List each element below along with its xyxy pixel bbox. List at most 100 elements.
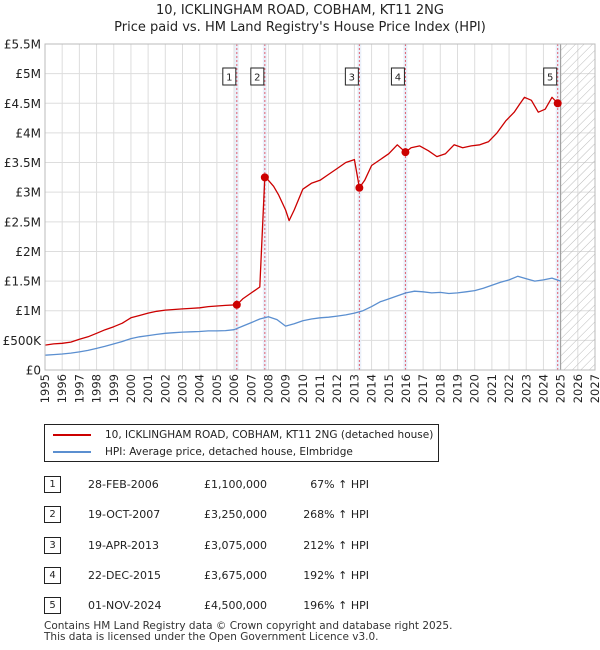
legend-swatch-property	[53, 434, 91, 436]
x-tick-label: 2022	[502, 374, 516, 403]
y-tick-label: £2.5M	[4, 215, 41, 229]
table-row: 4 22-DEC-2015 £3,675,000 192% ↑ HPI	[44, 567, 404, 587]
x-tick-label: 1998	[90, 374, 104, 403]
x-tick-label: 1999	[107, 374, 121, 403]
x-tick-label: 2016	[399, 374, 413, 403]
x-tick-label: 2003	[176, 374, 190, 403]
footer-line-copyright: Contains HM Land Registry data © Crown c…	[44, 620, 453, 632]
x-tick-label: 2004	[193, 374, 207, 403]
x-tick-label: 2000	[124, 374, 138, 403]
y-tick-label: £500K	[3, 334, 43, 348]
x-tick-label: 2009	[279, 374, 293, 403]
price-chart: 1 2 3 4 5 £0 £500K £1M £1.5M £2M £2.5M £3M £3.5M £4M…	[3, 38, 600, 404]
sale-label-box-4	[390, 67, 405, 86]
x-tick-label: 2006	[227, 374, 241, 403]
sale-point-4	[401, 148, 410, 157]
sale-date: 28-FEB-2006	[88, 478, 159, 491]
sale-hpi-change: 67% ↑ HPI	[310, 478, 369, 491]
sale-label-2: 2	[254, 73, 260, 84]
x-tick-label: 2015	[382, 374, 396, 403]
sale-point-2	[260, 173, 269, 182]
y-tick-label: £5.5M	[4, 38, 41, 52]
x-tick-label: 2014	[365, 374, 379, 403]
legend-swatch-hpi	[53, 451, 91, 453]
x-tick-label: 1997	[72, 374, 86, 403]
sale-number-badge: 4	[44, 567, 61, 584]
sale-date: 22-DEC-2015	[88, 569, 162, 582]
sale-band-2	[262, 44, 267, 370]
x-tick-label: 2007	[244, 374, 258, 403]
sale-point-1	[232, 300, 241, 309]
sale-label-1: 1	[226, 73, 232, 84]
x-tick-label: 2024	[536, 374, 550, 403]
sale-number-badge: 2	[44, 506, 61, 523]
sale-band-1	[234, 44, 239, 370]
footer-attribution: Contains HM Land Registry data © Crown c…	[44, 621, 452, 643]
forecast-hatch-region	[560, 44, 595, 370]
x-tick-label: 2002	[158, 374, 172, 403]
table-row: 2 19-OCT-2007 £3,250,000 268% ↑ HPI	[44, 506, 404, 526]
sale-hpi-change: 192% ↑ HPI	[303, 569, 369, 582]
x-tick-label: 2018	[433, 374, 447, 403]
x-tick-label: 2019	[451, 374, 465, 403]
table-row: 3 19-APR-2013 £3,075,000 212% ↑ HPI	[44, 537, 404, 557]
y-tick-label: £2M	[15, 245, 41, 259]
sale-label-4: 4	[395, 73, 401, 84]
sale-point-5	[553, 99, 562, 108]
y-tick-label: £1.5M	[4, 275, 41, 289]
chart-subtitle: Price paid vs. HM Land Registry's House …	[114, 20, 486, 35]
sale-number-badge: 5	[44, 597, 61, 614]
y-tick-label: £1M	[15, 304, 41, 318]
x-tick-label: 1996	[55, 374, 69, 403]
x-tick-label: 2008	[261, 374, 275, 403]
x-tick-label: 2011	[313, 374, 327, 403]
chart-title-block: 10, ICKLINGHAM ROAD, COBHAM, KT11 2NG Pr…	[0, 2, 600, 36]
sale-band-3	[357, 44, 362, 370]
sale-label-3: 3	[349, 73, 355, 84]
sale-label-box-3	[344, 67, 359, 86]
y-tick-label: £4M	[15, 126, 41, 140]
chart-title: 10, ICKLINGHAM ROAD, COBHAM, KT11 2NG	[156, 3, 444, 18]
legend-item-hpi: HPI: Average price, detached house, Elmb…	[53, 446, 353, 458]
x-tick-label: 2010	[296, 374, 310, 403]
sale-number-badge: 1	[44, 476, 61, 493]
sale-band-5	[555, 44, 560, 370]
x-tick-label: 2012	[330, 374, 344, 403]
sale-label-5: 5	[547, 73, 553, 84]
x-tick-label: 2025	[554, 374, 568, 403]
sale-point-3	[355, 183, 364, 192]
x-tick-label: 1995	[38, 374, 52, 403]
footer-line-licence: This data is licensed under the Open Gov…	[44, 631, 379, 643]
table-row: 1 28-FEB-2006 £1,100,000 67% ↑ HPI	[44, 476, 404, 496]
sale-number-badge: 3	[44, 537, 61, 554]
sale-price: £4,500,000	[204, 599, 267, 612]
legend-item-property: 10, ICKLINGHAM ROAD, COBHAM, KT11 2NG (d…	[53, 429, 433, 441]
x-tick-label: 2005	[210, 374, 224, 403]
y-tick-label: £0	[26, 364, 41, 378]
series-line-hpi	[45, 275, 561, 356]
y-tick-label: £3.5M	[4, 156, 41, 170]
x-tick-label: 2026	[571, 374, 585, 403]
chart-legend: 10, ICKLINGHAM ROAD, COBHAM, KT11 2NG (d…	[44, 424, 439, 462]
sale-label-box-2	[250, 67, 265, 86]
sale-date: 01-NOV-2024	[88, 599, 162, 612]
sale-date: 19-APR-2013	[88, 539, 160, 552]
y-tick-label: £4.5M	[4, 97, 41, 111]
x-tick-label: 2013	[347, 374, 361, 403]
sale-label-box-1	[222, 67, 237, 86]
legend-label-property: 10, ICKLINGHAM ROAD, COBHAM, KT11 2NG (d…	[105, 429, 434, 441]
sale-price: £3,075,000	[204, 539, 267, 552]
y-tick-label: £3M	[15, 186, 41, 200]
x-tick-label: 2020	[468, 374, 482, 403]
series-line-property	[45, 96, 562, 346]
x-tick-label: 2001	[141, 374, 155, 403]
sale-label-box-5	[543, 67, 558, 86]
sale-price: £1,100,000	[204, 478, 267, 491]
sale-hpi-change: 212% ↑ HPI	[303, 539, 369, 552]
plot-frame	[44, 43, 596, 371]
sale-date: 19-OCT-2007	[88, 508, 161, 521]
sale-band-4	[403, 44, 408, 370]
legend-label-hpi: HPI: Average price, detached house, Elmb…	[105, 446, 353, 458]
x-tick-label: 2021	[485, 374, 499, 403]
sale-hpi-change: 268% ↑ HPI	[303, 508, 369, 521]
